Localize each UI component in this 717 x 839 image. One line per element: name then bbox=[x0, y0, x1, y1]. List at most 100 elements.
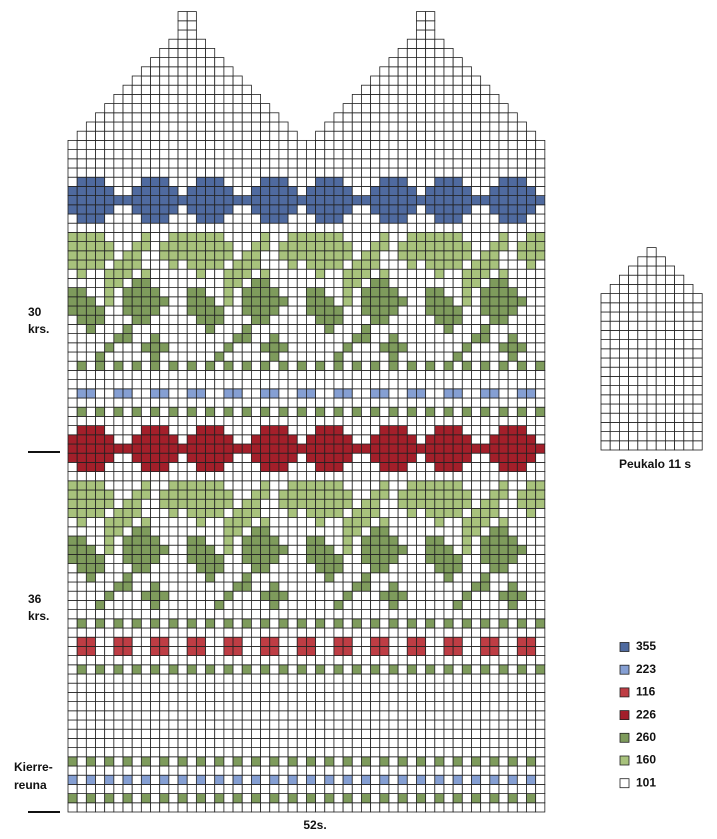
chart-cell bbox=[241, 618, 252, 629]
chart-cell bbox=[452, 121, 463, 132]
chart-cell bbox=[397, 774, 408, 785]
chart-cell bbox=[692, 412, 703, 423]
chart-cell bbox=[361, 590, 372, 601]
chart-cell bbox=[535, 167, 546, 178]
chart-cell bbox=[168, 425, 179, 436]
chart-cell bbox=[306, 535, 316, 546]
chart-cell bbox=[260, 646, 271, 657]
chart-cell bbox=[250, 139, 261, 150]
chart-cell bbox=[628, 311, 639, 322]
chart-cell bbox=[260, 158, 271, 169]
chart-cell bbox=[278, 774, 289, 785]
chart-cell bbox=[76, 296, 87, 307]
chart-cell bbox=[104, 784, 115, 795]
row-label: 36 bbox=[28, 592, 42, 606]
chart-cell bbox=[434, 627, 445, 638]
chart-cell bbox=[250, 204, 261, 215]
chart-cell bbox=[85, 213, 96, 224]
chart-cell bbox=[480, 213, 491, 224]
chart-cell bbox=[177, 728, 188, 739]
chart-cell bbox=[324, 204, 335, 215]
chart-cell bbox=[351, 379, 362, 390]
chart-cell bbox=[177, 443, 188, 454]
chart-cell bbox=[177, 195, 188, 206]
chart-cell bbox=[516, 774, 527, 785]
chart-cell bbox=[205, 158, 216, 169]
chart-cell bbox=[535, 590, 546, 601]
chart-cell bbox=[416, 710, 427, 721]
chart-cell bbox=[361, 443, 372, 454]
chart-cell bbox=[416, 756, 427, 767]
chart-cell bbox=[232, 75, 243, 86]
chart-cell bbox=[250, 765, 261, 776]
chart-cell bbox=[379, 434, 390, 445]
chart-cell bbox=[296, 277, 307, 288]
chart-cell bbox=[260, 287, 271, 298]
chart-cell bbox=[195, 158, 206, 169]
chart-cell bbox=[416, 250, 427, 261]
chart-cell bbox=[177, 66, 188, 77]
chart-cell bbox=[646, 403, 657, 414]
chart-cell bbox=[150, 84, 161, 95]
chart-cell bbox=[379, 609, 390, 620]
chart-cell bbox=[131, 241, 142, 252]
chart-cell bbox=[287, 793, 298, 804]
chart-cell bbox=[370, 369, 381, 380]
chart-cell bbox=[104, 277, 115, 288]
row-label: krs. bbox=[28, 609, 49, 623]
chart-cell bbox=[131, 784, 142, 795]
chart-cell bbox=[95, 185, 106, 196]
chart-cell bbox=[434, 756, 445, 767]
chart-cell bbox=[526, 314, 537, 325]
chart-cell bbox=[637, 302, 648, 313]
chart-cell bbox=[397, 544, 408, 555]
chart-cell bbox=[195, 618, 206, 629]
chart-cell bbox=[205, 526, 216, 537]
chart-cell bbox=[232, 425, 243, 436]
chart-cell bbox=[122, 673, 133, 684]
chart-cell bbox=[498, 664, 509, 675]
chart-cell bbox=[306, 369, 316, 380]
chart-cell bbox=[150, 756, 161, 767]
chart-cell bbox=[526, 323, 537, 334]
chart-cell bbox=[434, 57, 445, 68]
chart-cell bbox=[655, 293, 666, 304]
chart-cell bbox=[186, 20, 197, 31]
chart-cell bbox=[104, 305, 115, 316]
chart-cell bbox=[406, 323, 417, 334]
chart-cell bbox=[683, 431, 694, 442]
chart-cell bbox=[278, 277, 289, 288]
chart-cell bbox=[535, 222, 546, 233]
chart-cell bbox=[67, 544, 78, 555]
chart-cell bbox=[674, 274, 685, 285]
chart-cell bbox=[278, 425, 289, 436]
chart-cell bbox=[186, 397, 197, 408]
chart-cell bbox=[195, 75, 206, 86]
chart-cell bbox=[461, 664, 472, 675]
chart-cell bbox=[461, 581, 472, 592]
chart-cell bbox=[434, 600, 445, 611]
row-label: 30 bbox=[28, 305, 42, 319]
chart-cell bbox=[131, 397, 142, 408]
chart-cell bbox=[425, 544, 436, 555]
chart-cell bbox=[461, 121, 472, 132]
chart-cell bbox=[516, 489, 527, 500]
chart-cell bbox=[195, 296, 206, 307]
chart-cell bbox=[306, 204, 316, 215]
chart-cell bbox=[489, 701, 500, 712]
chart-cell bbox=[195, 802, 206, 813]
chart-cell bbox=[159, 793, 170, 804]
chart-cell bbox=[168, 434, 179, 445]
chart-cell bbox=[361, 535, 372, 546]
chart-cell bbox=[287, 655, 298, 666]
chart-cell bbox=[287, 130, 298, 141]
chart-cell bbox=[150, 544, 161, 555]
chart-cell bbox=[425, 609, 436, 620]
chart-cell bbox=[498, 415, 509, 426]
chart-cell bbox=[443, 66, 454, 77]
chart-cell bbox=[342, 655, 353, 666]
chart-cell bbox=[260, 673, 271, 684]
chart-cell bbox=[333, 314, 344, 325]
chart-cell bbox=[214, 121, 225, 132]
chart-cell bbox=[434, 765, 445, 776]
